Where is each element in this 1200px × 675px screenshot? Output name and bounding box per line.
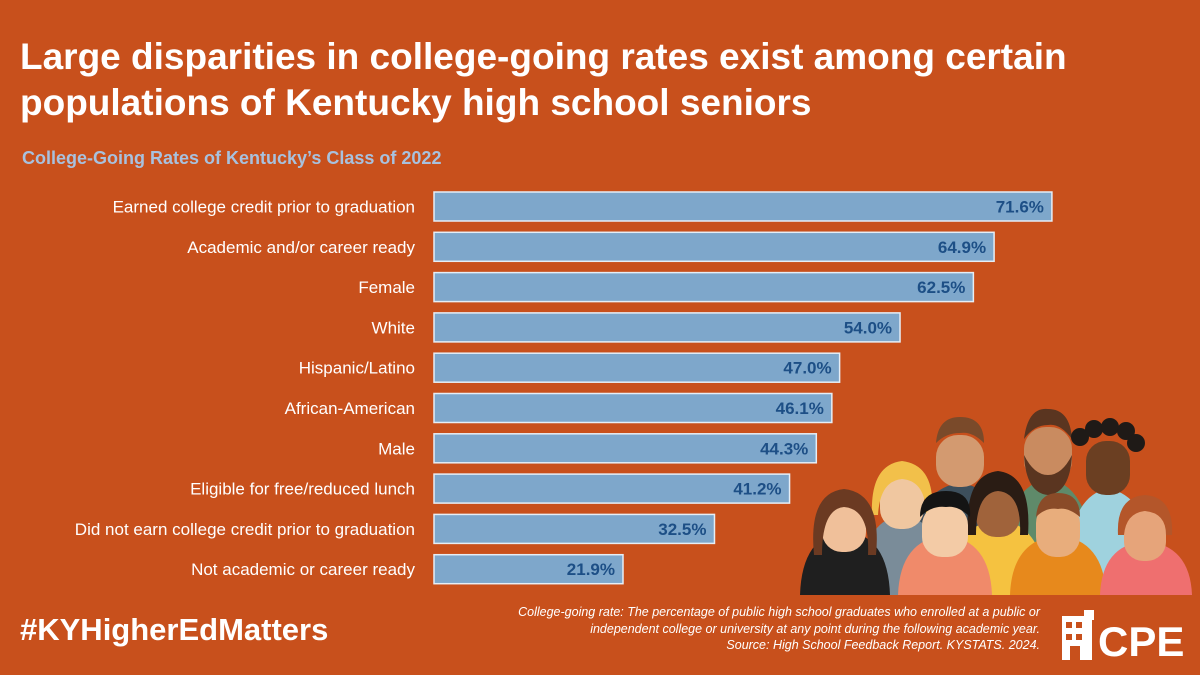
category-label: Did not earn college credit prior to gra… <box>75 520 415 539</box>
footnote-source: Source: High School Feedback Report. KYS… <box>726 638 1040 652</box>
category-label: Female <box>358 278 415 297</box>
value-label: 21.9% <box>567 560 615 579</box>
value-label: 41.2% <box>733 480 781 499</box>
bar-chart: Earned college credit prior to graduatio… <box>75 191 1053 585</box>
bar <box>433 513 716 545</box>
value-label: 71.6% <box>996 198 1044 217</box>
bar <box>433 191 1053 222</box>
bar <box>433 271 975 303</box>
bar <box>433 231 995 263</box>
value-label: 47.0% <box>783 359 831 378</box>
chart-subtitle: College-Going Rates of Kentucky’s Class … <box>22 148 442 168</box>
chart-title: Large disparities in college-going rates… <box>20 36 1067 123</box>
category-label: Male <box>378 439 415 458</box>
bar <box>433 352 841 383</box>
cpe-logo-text: CPE <box>1098 618 1184 664</box>
category-label: Academic and/or career ready <box>187 238 415 257</box>
value-label: 46.1% <box>776 399 824 418</box>
cpe-building-icon <box>1062 610 1094 660</box>
bar <box>433 473 791 504</box>
category-label: Eligible for free/reduced lunch <box>190 480 415 499</box>
bar <box>433 312 901 343</box>
category-label: Not academic or career ready <box>191 560 415 579</box>
footnote-line: independent college or university at any… <box>590 621 1040 636</box>
value-label: 62.5% <box>917 278 965 297</box>
value-label: 54.0% <box>844 318 892 337</box>
footnote: College-going rate: The percentage of pu… <box>440 604 1040 654</box>
bar <box>433 392 833 424</box>
category-label: White <box>372 318 415 337</box>
category-label: Hispanic/Latino <box>299 359 415 378</box>
hashtag: #KYHigherEdMatters <box>20 612 329 647</box>
value-label: 64.9% <box>938 238 986 257</box>
footnote-line: College-going rate: The percentage of pu… <box>518 605 1040 619</box>
bar <box>433 433 818 464</box>
cpe-logo: CPE <box>1062 610 1184 664</box>
bar <box>433 553 624 585</box>
category-label: African-American <box>285 399 415 418</box>
value-label: 44.3% <box>760 439 808 458</box>
category-label: Earned college credit prior to graduatio… <box>113 198 415 217</box>
value-label: 32.5% <box>658 520 706 539</box>
group-of-people-illustration <box>800 408 1192 595</box>
